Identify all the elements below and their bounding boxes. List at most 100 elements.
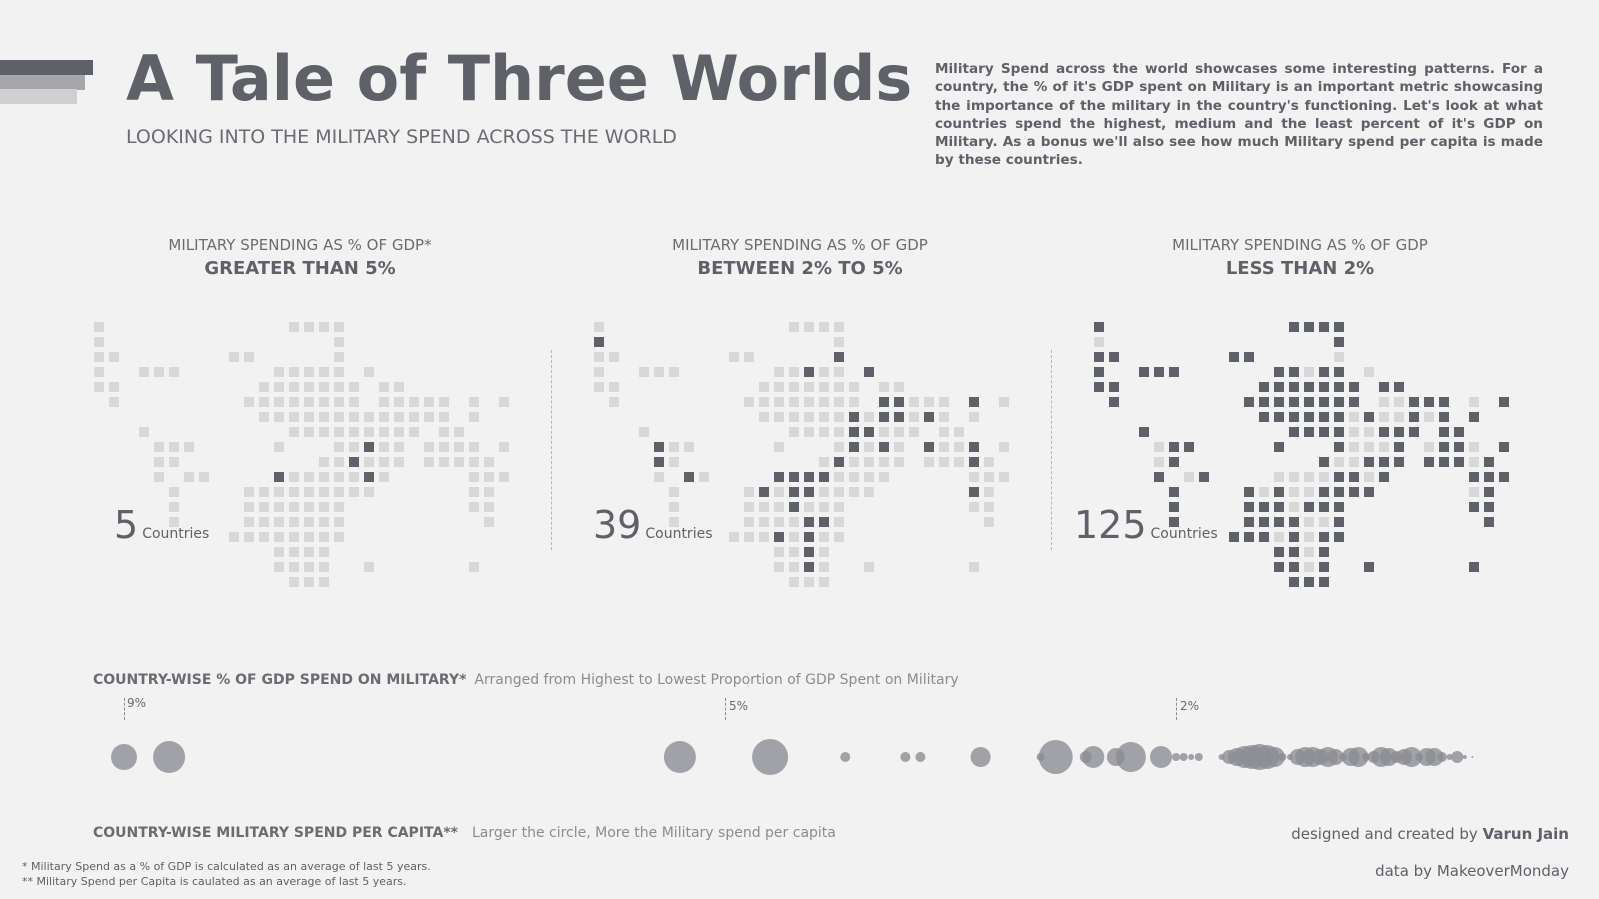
map-tile xyxy=(1409,412,1419,422)
map-tile xyxy=(394,442,404,452)
map-tile xyxy=(834,397,844,407)
map-tile xyxy=(669,457,679,467)
map-tile xyxy=(639,367,649,377)
map-tile xyxy=(484,457,494,467)
map-tile xyxy=(439,427,449,437)
map-tile xyxy=(499,397,509,407)
map-tile xyxy=(1139,427,1149,437)
map-tile xyxy=(594,337,604,347)
map-tile xyxy=(1394,427,1404,437)
map-tile xyxy=(1259,532,1269,542)
map-tile xyxy=(274,442,284,452)
map-tile xyxy=(879,442,889,452)
map-tile xyxy=(834,502,844,512)
map-tile xyxy=(319,457,329,467)
map-tile xyxy=(1424,457,1434,467)
map-tile xyxy=(1289,562,1299,572)
map-tile xyxy=(394,457,404,467)
map-tile xyxy=(669,487,679,497)
map-tile xyxy=(1259,412,1269,422)
map-tile xyxy=(1349,427,1359,437)
map-tile xyxy=(289,547,299,557)
map-tile xyxy=(999,442,1009,452)
page-subtitle: LOOKING INTO THE MILITARY SPEND ACROSS T… xyxy=(126,126,677,148)
map-tile xyxy=(304,427,314,437)
map-tile xyxy=(259,532,269,542)
map-tile xyxy=(1334,517,1344,527)
map-tile xyxy=(154,367,164,377)
map-tile xyxy=(1394,457,1404,467)
map-tile xyxy=(1289,547,1299,557)
map-tile xyxy=(364,472,374,482)
tile-map-medium xyxy=(594,322,1009,587)
map-tile xyxy=(1274,487,1284,497)
map-tile xyxy=(1499,472,1509,482)
map-tile xyxy=(289,472,299,482)
map-tile xyxy=(804,517,814,527)
map-tile xyxy=(1364,412,1374,422)
map-tile xyxy=(1274,517,1284,527)
map-tile xyxy=(759,487,769,497)
count-low: 125 Countries xyxy=(1074,503,1218,547)
map-tile xyxy=(1304,472,1314,482)
map-tile xyxy=(1304,547,1314,557)
count-high: 5 Countries xyxy=(114,503,209,547)
map-tile xyxy=(1259,517,1269,527)
map-tile xyxy=(259,397,269,407)
map-tile xyxy=(1244,352,1254,362)
map-tile xyxy=(969,562,979,572)
map-tile xyxy=(864,487,874,497)
map-tile xyxy=(1274,532,1284,542)
map-tile xyxy=(654,472,664,482)
map-tile xyxy=(1334,412,1344,422)
map-tile xyxy=(894,412,904,422)
intro-paragraph: Military Spend across the world showcase… xyxy=(935,61,1543,169)
map-tile xyxy=(1199,472,1209,482)
map-tile xyxy=(484,487,494,497)
map-tile xyxy=(424,442,434,452)
map-tile xyxy=(759,382,769,392)
map-tile xyxy=(244,352,254,362)
bubble-point xyxy=(1115,742,1146,772)
map-tile xyxy=(1469,457,1479,467)
map-tile xyxy=(334,382,344,392)
map-tile xyxy=(834,472,844,482)
map-tile xyxy=(969,397,979,407)
map-tile xyxy=(439,412,449,422)
map-tile xyxy=(1319,547,1329,557)
map-tile xyxy=(1349,442,1359,452)
map-tile xyxy=(1499,397,1509,407)
map-tile xyxy=(744,502,754,512)
map-tile xyxy=(289,397,299,407)
count-label: Countries xyxy=(142,526,210,542)
map-tile xyxy=(849,382,859,392)
bubble-point xyxy=(1082,746,1105,768)
map-tile xyxy=(469,502,479,512)
map-tile xyxy=(1379,427,1389,437)
map-tile xyxy=(999,397,1009,407)
map-tile xyxy=(1094,337,1104,347)
data-credit: data by MakeoverMonday xyxy=(1375,862,1569,880)
map-tile xyxy=(1319,487,1329,497)
tick-label-9: 9% xyxy=(127,696,147,710)
map-tile xyxy=(879,457,889,467)
map-tile xyxy=(379,427,389,437)
map-tile xyxy=(304,382,314,392)
bubble-point xyxy=(840,752,851,762)
map-tile xyxy=(1289,517,1299,527)
map-tile xyxy=(1439,427,1449,437)
tick-label-5: 5% xyxy=(729,699,749,713)
map-tile xyxy=(289,487,299,497)
map-tile xyxy=(409,397,419,407)
map-tile xyxy=(1304,577,1314,587)
map-tile xyxy=(1349,472,1359,482)
map-tile xyxy=(1169,487,1179,497)
map-tile xyxy=(759,412,769,422)
map-tile xyxy=(804,532,814,542)
map-tile xyxy=(1109,382,1119,392)
map-tile xyxy=(744,532,754,542)
bubble-point xyxy=(111,744,137,770)
map-tile xyxy=(1334,427,1344,437)
map-tile xyxy=(304,532,314,542)
map-tile xyxy=(1469,397,1479,407)
